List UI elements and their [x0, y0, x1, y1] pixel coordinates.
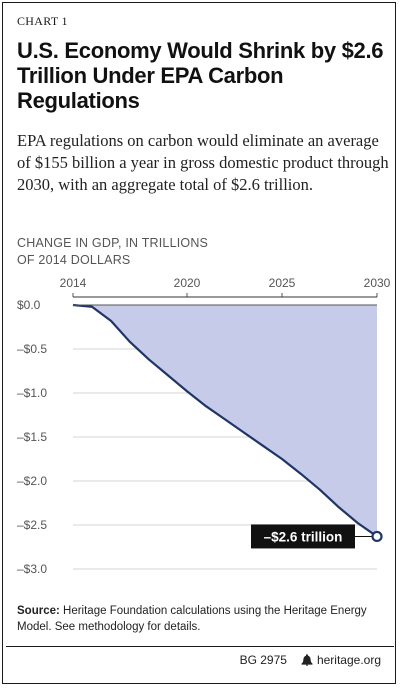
endpoint-marker	[371, 530, 383, 543]
chart-subtitle: EPA regulations on carbon would eliminat…	[17, 131, 389, 194]
callout-label: –$2.6 trillion	[264, 529, 343, 544]
source-note: Source: Heritage Foundation calculations…	[17, 603, 387, 635]
site-name: heritage.org	[316, 653, 381, 667]
area-chart: $0.0 –$0.5 –$1.0 –$1.5 –$2.0 –$2.5 –$3.0 2014 20…	[17, 276, 391, 576]
y-tick-label: –$2.0	[17, 474, 47, 488]
x-tick-label: 2014	[60, 276, 87, 290]
x-tick-label: 2025	[269, 276, 296, 290]
footer-divider	[6, 646, 394, 647]
y-tick-label: –$2.5	[17, 518, 47, 532]
x-tick-label: 2020	[174, 276, 201, 290]
source-label: Source:	[17, 605, 60, 617]
y-axis-title: CHANGE IN GDP, IN TRILLIONS OF 2014 DOLL…	[17, 235, 317, 269]
chart-frame: CHART 1 U.S. Economy Would Shrink by $2.…	[2, 2, 396, 684]
footer: BG 2975 heritage.org	[240, 653, 381, 667]
y-tick-label: –$3.0	[17, 562, 47, 576]
gdp-change-line	[72, 303, 378, 538]
y-tick-label: –$1.5	[17, 430, 47, 444]
liberty-bell-icon	[301, 654, 313, 666]
source-text: Heritage Foundation calculations using t…	[17, 605, 367, 633]
area-fill	[73, 305, 377, 537]
y-tick-label: –$1.0	[17, 386, 47, 400]
chart-title: U.S. Economy Would Shrink by $2.6 Trilli…	[17, 38, 384, 113]
y-axis-title-line-1: CHANGE IN GDP, IN TRILLIONS	[17, 236, 209, 250]
callout-box	[251, 524, 355, 549]
chart-label: CHART 1	[17, 14, 68, 28]
y-tick-label: –$0.5	[17, 342, 47, 356]
y-tick-label: $0.0	[17, 298, 41, 312]
x-tick-label: 2030	[364, 276, 391, 290]
doc-id: BG 2975	[239, 653, 287, 667]
y-axis-title-line-2: OF 2014 DOLLARS	[17, 253, 131, 267]
